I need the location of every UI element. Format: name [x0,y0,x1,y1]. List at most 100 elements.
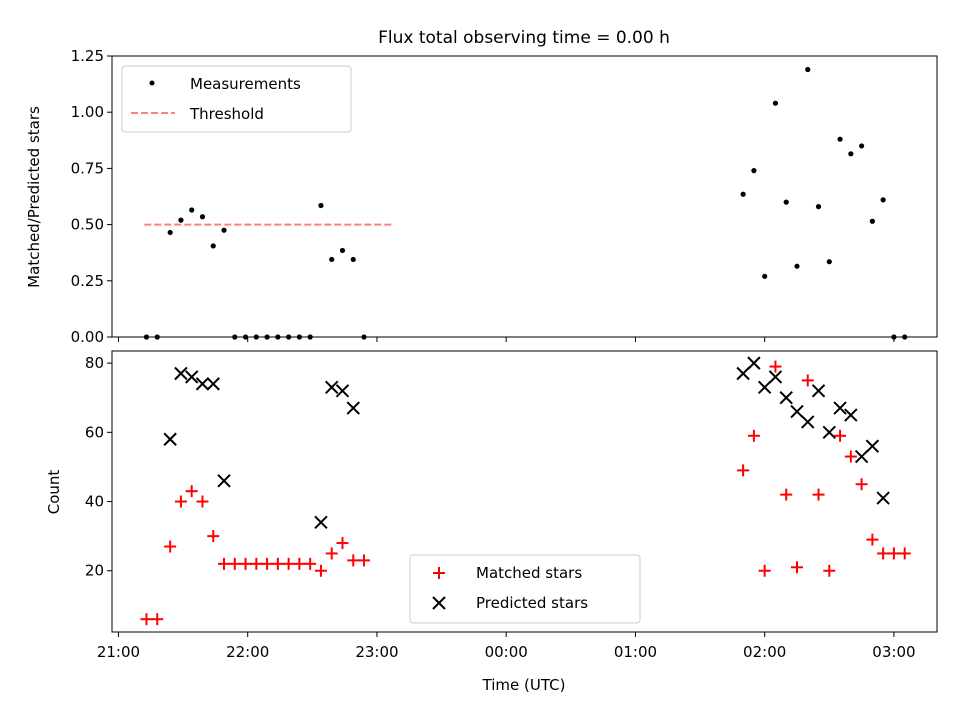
ratio-y-ticks: 0.00 0.25 0.50 0.75 1.00 1.25 [71,47,112,346]
figure-title: Flux total observing time = 0.00 h [378,28,670,48]
predicted-star-point [163,432,177,446]
count-y-tick-label: 80 [85,354,104,372]
x-tick-label: 03:00 [872,643,915,661]
ratio-legend-box [121,65,352,133]
matched-star-point [769,360,782,373]
predicted-star-point [335,384,350,398]
predicted-star-point [174,366,188,381]
matched-star-point [207,530,220,543]
matched-star-point [218,557,231,570]
matched-star-point [239,557,252,570]
predicted-star-point [844,408,858,422]
predicted-star-point [184,370,199,384]
measurement-point [167,229,173,236]
x-tick-label: 01:00 [614,643,657,661]
predicted-star-point [206,377,220,391]
matched-star-point [834,429,847,442]
measurement-point [815,204,822,210]
measurement-point [805,66,811,73]
ratio-y-tick-label: 1.25 [71,47,104,65]
count-y-axis-label: Count [45,470,63,515]
matched-star-point [250,557,263,570]
predicted-star-point [833,401,847,415]
matched-star-point [898,547,911,560]
matched-star-point [347,554,360,567]
predicted-star-point [779,391,793,405]
matched-star-point [887,547,900,560]
matched-star-point [314,564,327,577]
ratio-legend: Measurements Threshold [121,65,352,133]
matched-star-point [261,557,274,570]
predicted-star-point [195,377,210,391]
predicted-star-point [865,439,880,453]
matched-star-point [336,537,349,550]
count-y-ticks: 20 40 60 80 [85,354,112,580]
x-tick-label: 21:00 [97,643,140,661]
count-plot-frame [111,350,938,633]
measurement-point [826,259,832,265]
measurement-point [221,227,227,233]
matched-star-point [164,540,177,553]
matched-star-point [304,557,317,570]
matched-star-point [812,488,825,501]
measurement-point [350,256,356,263]
measurement-point [772,100,779,106]
predicted-star-point [757,380,772,395]
x-tick-label: 02:00 [743,643,786,661]
ratio-y-tick-label: 0.00 [71,328,104,346]
matched-star-point [196,495,209,508]
ratio-y-axis-label: Matched/Predicted stars [25,106,43,288]
matched-star-point [747,429,760,442]
predicted-star-point [217,474,231,488]
matched-star-point [325,547,338,560]
ratio-plot-frame [111,55,938,338]
predicted-star-point [768,370,783,384]
measurement-point [189,207,195,213]
matched-star-point [790,561,803,574]
measurement-point [329,256,335,263]
ratio-panel: 0.00 0.25 0.50 0.75 1.00 1.25 Matched/Predict… [25,47,938,346]
predicted-star-point [736,366,750,381]
predicted-star-point [790,404,804,419]
legend-matched-marker [433,567,445,579]
matched-star-point [866,533,879,546]
measurement-point [869,218,875,224]
count-legend: Matched stars Predicted stars [409,554,641,624]
matched-star-point [271,557,284,570]
matched-star-point [877,547,890,560]
ratio-y-tick-label: 0.75 [71,159,104,177]
matched-star-point [228,557,241,570]
matched-star-point [185,485,198,498]
matched-star-point [174,495,187,508]
matched-star-point [293,557,306,570]
x-tick-label: 23:00 [355,643,398,661]
measurement-point [848,151,854,157]
predicted-star-point [747,356,761,370]
legend-measurements-marker [149,80,155,86]
matched-star-point [780,488,793,501]
x-tick-label: 00:00 [485,643,528,661]
legend-threshold-label: Threshold [189,105,264,123]
measurement-point [740,191,746,197]
predicted-star-point [811,384,826,398]
predicted-star-point [822,425,837,440]
measurement-point [859,143,865,149]
predicted-star-point [314,515,328,530]
matched-star-point [140,613,153,626]
matched-star-point [844,450,857,463]
matched-star-point [758,564,771,577]
count-y-tick-label: 20 [85,562,104,580]
ratio-x-ticks [117,337,895,342]
matched-star-point [801,374,814,387]
measurement-point [210,243,216,249]
legend-predicted-marker [432,596,446,610]
matched-star-point [282,557,295,570]
count-marks [140,356,911,626]
count-panel: 21:00 22:00 23:00 00:00 01:00 02:00 03:00 20 40… [45,350,938,694]
predicted-star-point [325,380,339,395]
x-tick-label: 22:00 [226,643,269,661]
matched-star-point [855,478,868,491]
legend-matched-label: Matched stars [476,564,582,582]
matched-star-point [358,554,371,567]
predicted-star-point [801,415,815,429]
